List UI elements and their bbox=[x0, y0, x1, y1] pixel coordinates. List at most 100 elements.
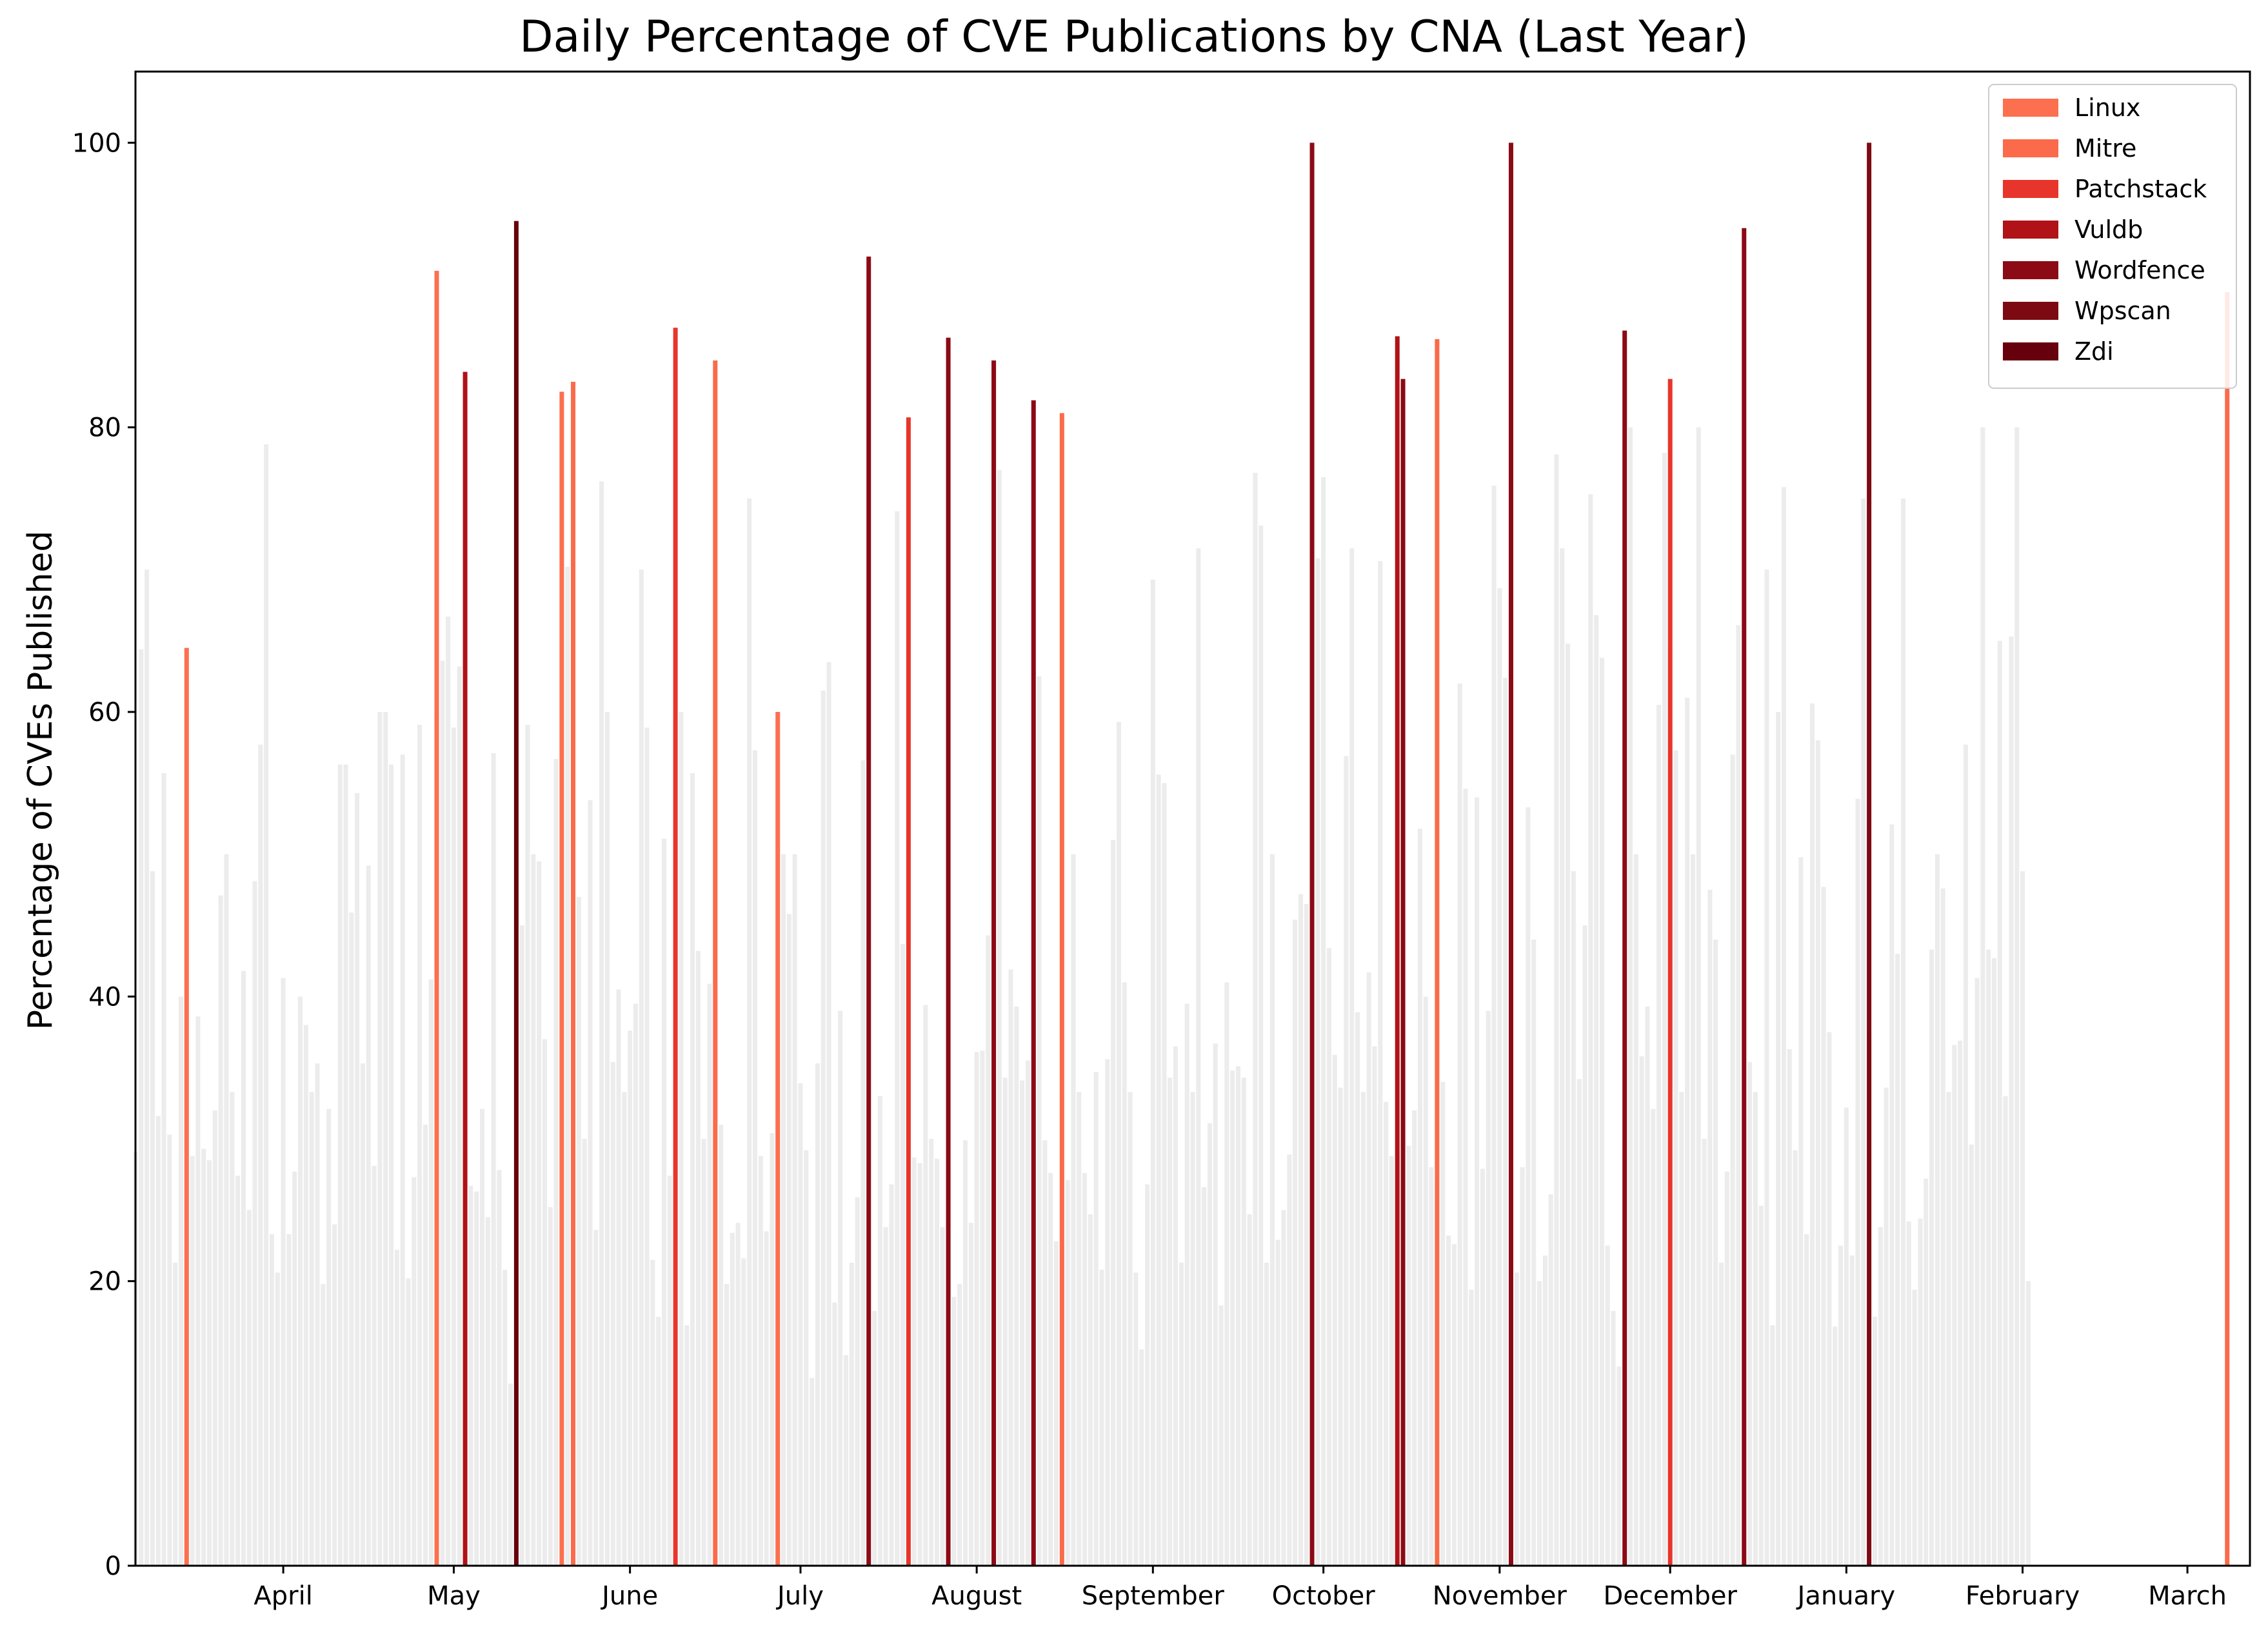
x-tick-label: June bbox=[600, 1581, 658, 1611]
background-bar bbox=[343, 764, 348, 1566]
background-bar bbox=[275, 1272, 280, 1566]
background-bar bbox=[1338, 1087, 1343, 1566]
background-bar bbox=[1844, 1107, 1849, 1566]
background-bar bbox=[1912, 1289, 1917, 1566]
background-bar bbox=[1139, 1349, 1144, 1566]
background-bar bbox=[849, 1262, 854, 1566]
background-bar bbox=[1014, 1006, 1019, 1566]
background-bar bbox=[1991, 958, 1996, 1566]
background-bar bbox=[770, 1133, 775, 1566]
background-bar bbox=[1372, 1046, 1377, 1566]
background-bar bbox=[1997, 640, 2002, 1566]
background-bar bbox=[1918, 1218, 1923, 1566]
background-bar bbox=[798, 1083, 803, 1566]
background-bar bbox=[758, 1156, 763, 1566]
bar-patchstack bbox=[1667, 379, 1673, 1566]
legend-label: Vuldb bbox=[2074, 215, 2143, 244]
background-bar bbox=[144, 569, 150, 1566]
background-bar bbox=[1781, 487, 1786, 1566]
background-bar bbox=[1770, 1325, 1775, 1566]
background-bar bbox=[366, 865, 371, 1566]
bar-wordfence bbox=[1622, 330, 1627, 1566]
background-bar bbox=[1287, 1154, 1292, 1566]
background-bar bbox=[1241, 1078, 1246, 1566]
background-bar bbox=[1065, 1179, 1070, 1566]
background-bar bbox=[2014, 427, 2020, 1566]
background-bar bbox=[1980, 427, 1985, 1566]
background-bar bbox=[1202, 1187, 1207, 1566]
background-bar bbox=[1207, 1123, 1212, 1566]
background-bar bbox=[2020, 871, 2025, 1566]
background-bar bbox=[1520, 1167, 1525, 1566]
legend-label: Mitre bbox=[2074, 134, 2136, 163]
background-bar bbox=[1269, 854, 1275, 1566]
background-bar bbox=[1042, 1140, 1048, 1566]
background-bar bbox=[1429, 1167, 1434, 1566]
background-bar bbox=[1491, 486, 1497, 1566]
background-bar bbox=[855, 1197, 860, 1566]
background-bar bbox=[1611, 1311, 1616, 1566]
background-bar bbox=[622, 1092, 627, 1566]
background-bar bbox=[1685, 697, 1690, 1566]
background-bar bbox=[1787, 1049, 1792, 1566]
y-tick-label: 80 bbox=[88, 413, 121, 443]
background-bar bbox=[974, 1052, 979, 1566]
background-bar bbox=[1878, 1227, 1883, 1566]
legend-swatch bbox=[2003, 139, 2058, 157]
background-bar bbox=[474, 1191, 479, 1566]
background-bar bbox=[1855, 798, 1860, 1566]
background-bar bbox=[1360, 1092, 1366, 1566]
background-bar bbox=[900, 943, 906, 1566]
background-bar bbox=[1952, 1045, 1957, 1566]
background-bar bbox=[167, 1134, 172, 1566]
background-bar bbox=[1173, 1046, 1179, 1566]
bar-patchstack bbox=[673, 328, 678, 1566]
background-bar bbox=[2003, 1096, 2008, 1566]
background-bar bbox=[889, 1184, 894, 1566]
background-bar bbox=[1815, 740, 1820, 1566]
background-bar bbox=[872, 1311, 877, 1566]
legend-swatch bbox=[2003, 261, 2058, 279]
background-bar bbox=[1116, 722, 1121, 1566]
background-bar bbox=[360, 1063, 365, 1566]
background-bar bbox=[1366, 972, 1371, 1566]
background-bar bbox=[997, 469, 1002, 1566]
background-bar bbox=[1440, 1081, 1446, 1566]
background-bar bbox=[1417, 828, 1422, 1566]
background-bar bbox=[1577, 1079, 1582, 1566]
background-bar bbox=[1463, 789, 1468, 1566]
background-bar bbox=[1253, 473, 1258, 1566]
background-bar bbox=[701, 1139, 706, 1566]
background-bar bbox=[1531, 940, 1537, 1566]
background-bar bbox=[1446, 1236, 1451, 1566]
background-bar bbox=[1150, 579, 1155, 1566]
background-bar bbox=[1889, 824, 1895, 1566]
background-bar bbox=[309, 1092, 314, 1566]
background-bar bbox=[1633, 854, 1638, 1566]
background-bar bbox=[1730, 754, 1735, 1566]
background-bar bbox=[1718, 1262, 1724, 1566]
background-bar bbox=[1326, 948, 1332, 1566]
background-bar bbox=[1053, 1241, 1059, 1566]
background-bar bbox=[1554, 454, 1559, 1566]
x-tick-label: April bbox=[254, 1581, 312, 1611]
background-bar bbox=[986, 935, 991, 1566]
background-bar bbox=[1048, 1172, 1053, 1566]
background-bar bbox=[877, 1096, 882, 1566]
background-bar bbox=[1168, 1078, 1173, 1566]
background-bar bbox=[394, 1250, 399, 1566]
background-bar bbox=[1627, 427, 1633, 1566]
background-bar bbox=[1747, 1061, 1753, 1566]
background-bar bbox=[1184, 1003, 1189, 1566]
background-bar bbox=[1548, 1194, 1553, 1566]
background-bar bbox=[1582, 925, 1587, 1566]
background-bar bbox=[1128, 1092, 1133, 1566]
background-bar bbox=[1753, 1092, 1758, 1566]
background-bar bbox=[1639, 1056, 1644, 1566]
background-bar bbox=[446, 616, 451, 1566]
background-bar bbox=[1798, 857, 1804, 1566]
background-bar bbox=[1469, 1289, 1474, 1566]
background-bar bbox=[826, 662, 831, 1566]
background-bar bbox=[1906, 1221, 1911, 1566]
background-bar bbox=[1213, 1043, 1218, 1566]
